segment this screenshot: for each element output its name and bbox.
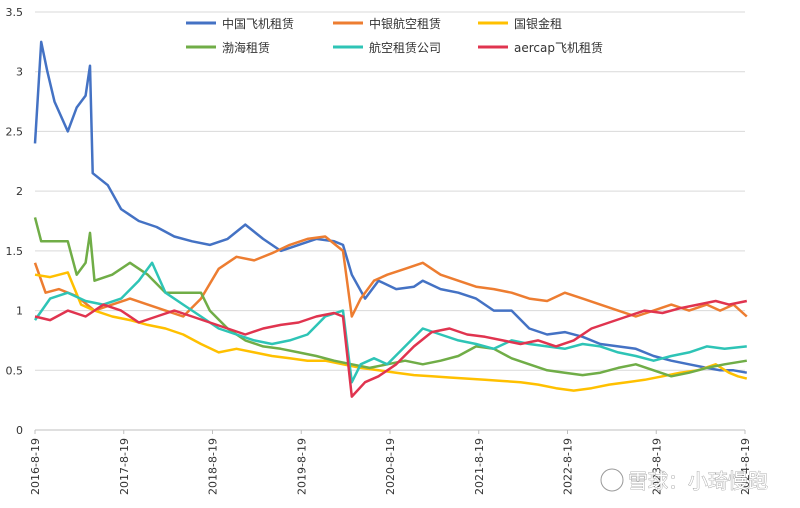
series-line-4 [33, 217, 748, 378]
gridlines [35, 11, 745, 371]
legend-label: 航空租赁公司 [369, 40, 441, 55]
legend-label: 渤海租赁 [222, 40, 270, 55]
y-tick-label: 0 [16, 424, 23, 437]
y-tick-label: 2.5 [6, 125, 24, 138]
legend-item-2[interactable]: 中银航空租赁 [333, 16, 441, 31]
y-tick-label: 2 [16, 185, 23, 198]
watermark-logo-icon [600, 468, 624, 492]
x-tick-label: 2021-8-19 [473, 438, 486, 495]
series-line-5 [33, 261, 747, 384]
series-line-3 [34, 271, 748, 392]
watermark-text: 雪球：小琦慢跑 [628, 469, 768, 493]
y-tick-label: 1.5 [6, 245, 24, 258]
x-tick-label: 2024-8-19 [739, 438, 752, 495]
y-tick-label: 3 [16, 66, 23, 79]
x-tick-label: 2017-8-19 [118, 438, 131, 495]
legend-label: 中银航空租赁 [369, 16, 441, 31]
x-tick-label: 2023-8-19 [650, 438, 663, 495]
x-tick-label: 2019-8-19 [295, 438, 308, 495]
series-line-6 [34, 299, 748, 398]
x-tick-label: 2020-8-19 [384, 438, 397, 495]
x-tick-label: 2016-8-19 [29, 438, 42, 495]
legend-item-5[interactable]: 航空租赁公司 [333, 40, 441, 55]
series-lines [33, 40, 748, 398]
y-tick-label: 0.5 [6, 364, 24, 377]
x-tick-label: 2022-8-19 [562, 438, 575, 495]
legend-item-6[interactable]: aercap飞机租赁 [478, 41, 603, 55]
legend-item-1[interactable]: 中国飞机租赁 [186, 16, 294, 31]
y-tick-label: 1 [16, 305, 23, 318]
legend-label: 国银金租 [514, 16, 562, 31]
axes: 0 0.5 1 1.5 2 2.5 3 3.5 2016-8-19 2017-8-19 2018-8… [6, 6, 753, 495]
legend-label: 中国飞机租赁 [222, 16, 294, 31]
y-tick-label: 3.5 [6, 6, 24, 19]
series-line-1 [33, 40, 748, 374]
legend-label: aercap飞机租赁 [514, 41, 603, 55]
watermark: 雪球：小琦慢跑 [600, 468, 768, 493]
legend-item-4[interactable]: 渤海租赁 [186, 40, 270, 55]
legend-item-3[interactable]: 国银金租 [478, 16, 562, 31]
x-tick-label: 2018-8-19 [207, 438, 220, 495]
